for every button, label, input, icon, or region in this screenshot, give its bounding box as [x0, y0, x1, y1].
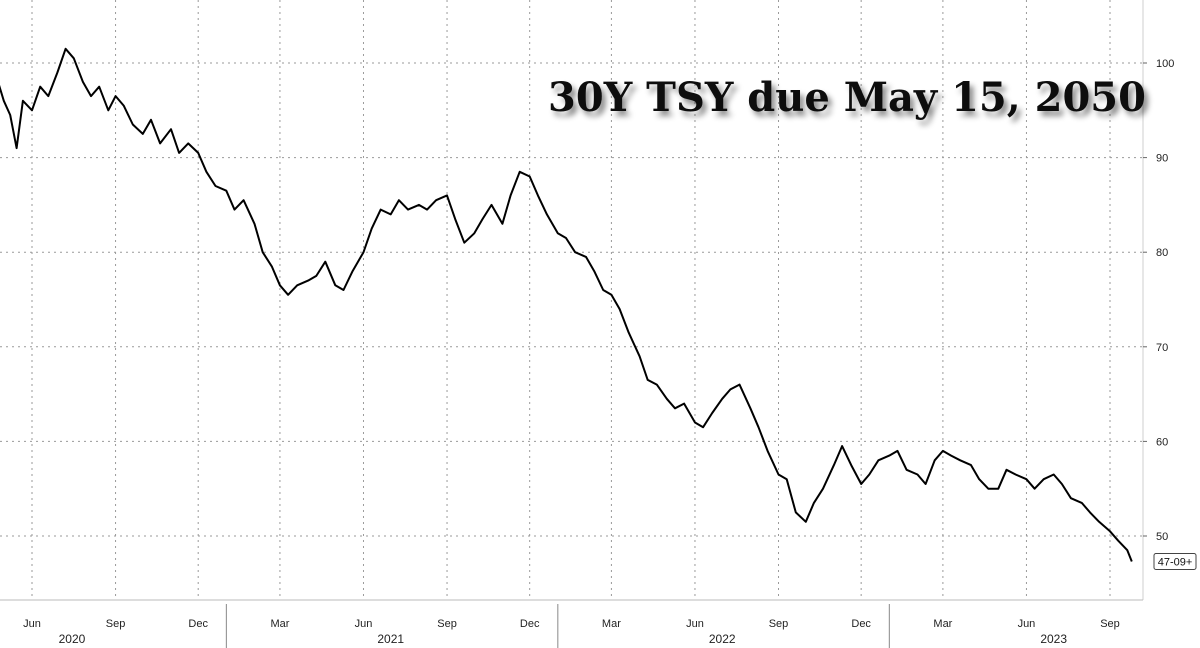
x-month-label: Jun [355, 618, 373, 630]
x-month-label: Sep [106, 618, 126, 630]
price-line [0, 47, 1133, 562]
y-tick-label: 60 [1156, 436, 1168, 448]
x-axis: Jun Sep Dec Mar Jun Sep Dec Mar Jun Sep Dec Mar Jun S… [23, 604, 1120, 648]
y-axis: 100 90 80 70 60 50 [1143, 58, 1174, 543]
x-year-label: 2021 [377, 632, 404, 646]
x-year-label: 2023 [1040, 632, 1067, 646]
x-month-label: Jun [686, 618, 704, 630]
x-month-label: Sep [437, 618, 457, 630]
x-month-label: Mar [270, 618, 289, 630]
y-tick-label: 100 [1156, 58, 1174, 70]
x-month-label: Mar [602, 618, 621, 630]
last-value-badge: 47-09+ [1153, 553, 1197, 570]
y-tick-label: 80 [1156, 247, 1168, 259]
x-month-label: Dec [188, 618, 208, 630]
x-month-label: Jun [1018, 618, 1036, 630]
x-month-label: Dec [520, 618, 540, 630]
x-month-label: Sep [769, 618, 789, 630]
x-year-label: 2020 [59, 632, 86, 646]
grid [0, 0, 1143, 600]
y-tick-label: 70 [1156, 342, 1168, 354]
x-month-label: Sep [1100, 618, 1120, 630]
y-tick-label: 50 [1156, 531, 1168, 543]
x-year-label: 2022 [709, 632, 736, 646]
x-month-label: Dec [851, 618, 871, 630]
y-tick-label: 90 [1156, 153, 1168, 165]
last-value-label: 47-09+ [1158, 557, 1193, 569]
x-month-label: Mar [933, 618, 952, 630]
x-month-label: Jun [23, 618, 41, 630]
chart-title: 30Y TSY due May 15, 2050 [548, 74, 1146, 121]
